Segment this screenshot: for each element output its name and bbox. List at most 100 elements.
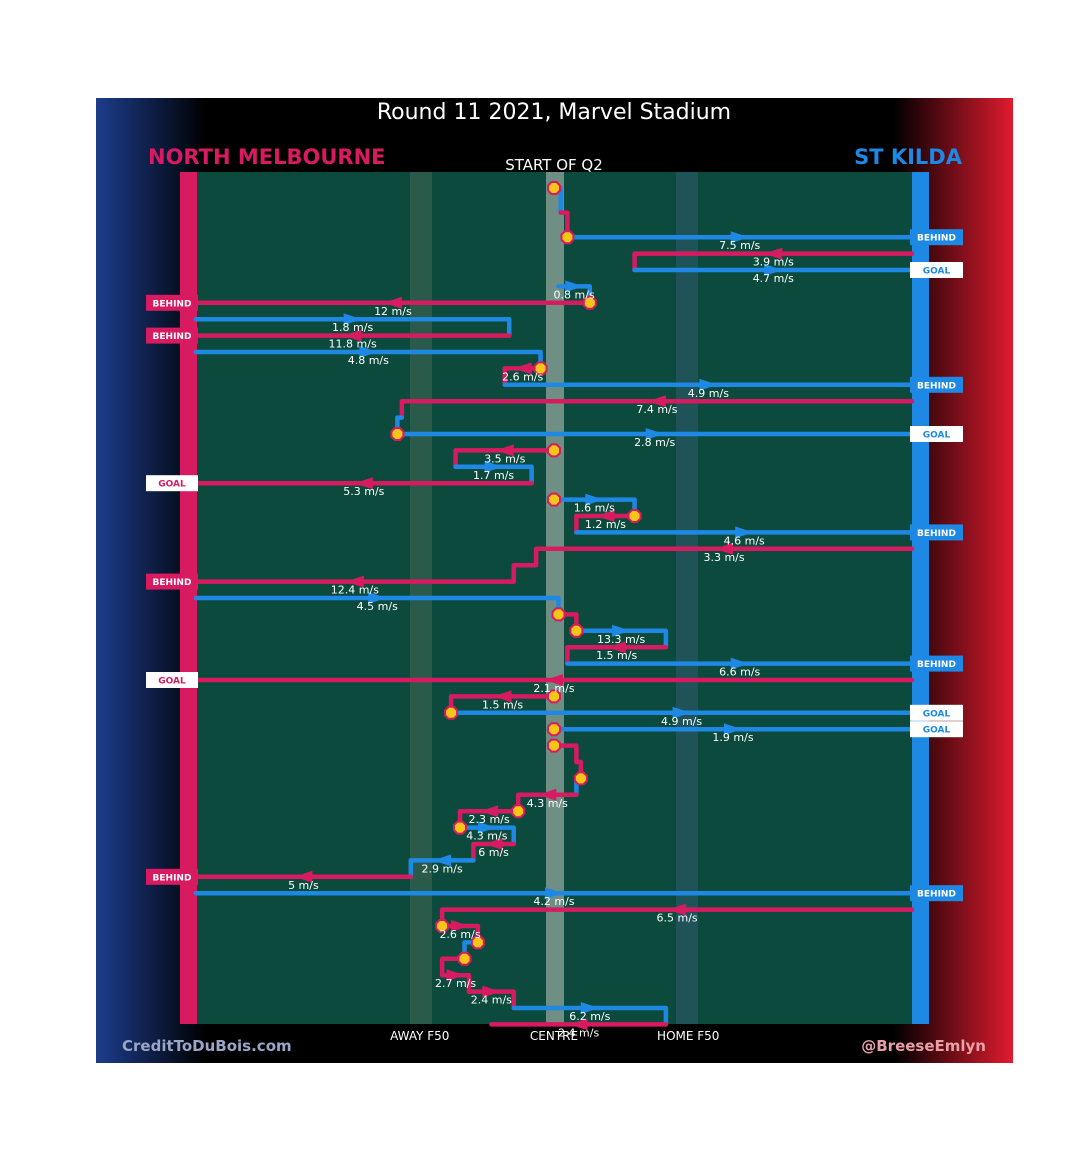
direction-arrow [545, 674, 563, 686]
speed-label: 4.9 m/s [688, 387, 729, 400]
direction-arrow [565, 280, 584, 293]
stoppage-marker [444, 705, 459, 720]
speed-label: 4.2 m/s [533, 895, 574, 908]
possession-path [574, 513, 637, 535]
stoppage-marker [390, 427, 405, 441]
speed-label: 2.6 m/s [502, 370, 543, 383]
speed-label: 7.5 m/s [719, 239, 760, 252]
speed-label: 2.6 m/s [439, 928, 480, 941]
direction-arrow [596, 510, 615, 522]
outcome-badge [910, 376, 963, 393]
x-axis-label: HOME F50 [657, 1029, 719, 1043]
direction-arrow [699, 378, 718, 391]
speed-label: 2.7 m/s [435, 977, 476, 990]
direction-arrow [715, 542, 734, 555]
speed-label: 4.9 m/s [661, 715, 702, 728]
outcome-badge [910, 524, 963, 541]
speed-label: 2.4 m/s [558, 1026, 599, 1039]
chart-subtitle: START OF Q2 [505, 156, 603, 174]
outcome-label: BEHIND [917, 381, 956, 391]
outcome-label: GOAL [923, 431, 951, 441]
direction-arrow [343, 313, 362, 326]
direction-arrow [607, 641, 626, 654]
score-outcomes: BEHIND GOAL BEHIND BEHIND BEHIND GOAL GOAL BEHI… [146, 229, 963, 902]
possession-path [565, 644, 669, 666]
speed-label: 13.3 m/s [597, 633, 645, 646]
stoppage-marker [547, 492, 561, 507]
speed-label: 1.9 m/s [712, 731, 753, 744]
speed-label: 4.8 m/s [348, 354, 389, 367]
outcome-badge [910, 655, 963, 672]
direction-arrow [345, 575, 364, 588]
direction-arrow [451, 920, 470, 932]
speed-label: 1.6 m/s [574, 502, 615, 515]
stoppage-markers [390, 181, 642, 966]
direction-arrow [645, 428, 664, 440]
speed-label: 6.6 m/s [719, 666, 760, 679]
speed-label: 3.5 m/s [484, 452, 525, 465]
possession-path [453, 464, 534, 486]
speed-label: 0.8 m/s [554, 288, 595, 301]
possession-path [511, 1005, 669, 1027]
stoppage-marker [547, 181, 561, 195]
outcome-badge [910, 721, 963, 738]
stoppage-marker [547, 689, 561, 704]
direction-arrow [647, 395, 666, 408]
outcome-badge [910, 229, 963, 246]
speed-label: 1.5 m/s [482, 698, 523, 711]
outcome-label: GOAL [158, 677, 186, 687]
possession-path [511, 546, 915, 584]
speed-label: 7.4 m/s [636, 403, 677, 416]
direction-arrow [730, 657, 749, 670]
possession-path [193, 316, 512, 338]
speed-label: 4.7 m/s [753, 272, 794, 285]
x-axis-labels: AWAY F50 CENTRE HOME F50 [390, 1029, 719, 1043]
direction-arrow [612, 624, 631, 637]
speed-label: 5.3 m/s [343, 485, 384, 498]
stoppage-marker [547, 443, 561, 458]
stoppage-marker [533, 361, 548, 376]
direction-arrow [764, 264, 783, 276]
speed-label: 2.1 m/s [533, 682, 574, 695]
direction-arrow [433, 854, 452, 867]
speed-label: 6.5 m/s [656, 912, 697, 925]
stkilda-team-label: ST KILDA [854, 145, 963, 169]
direction-arrow [484, 838, 503, 850]
direction-arrow [482, 985, 501, 998]
stoppage-marker [435, 919, 450, 933]
possession-path [558, 210, 570, 240]
direction-arrow [446, 969, 465, 982]
speed-label: 1.2 m/s [585, 518, 626, 531]
speed-label: 4.3 m/s [466, 830, 507, 843]
direction-arrow [569, 1018, 588, 1031]
outcome-label: GOAL [923, 267, 951, 277]
speed-label: 2.3 m/s [469, 813, 510, 826]
outcome-badge [146, 672, 198, 688]
outcome-badge [146, 475, 198, 492]
stoppage-marker [551, 607, 566, 622]
stoppage-marker [627, 509, 642, 523]
outcome-badge [910, 426, 963, 442]
direction-arrow [545, 887, 563, 900]
possession-path [574, 628, 669, 650]
speed-label: 12 m/s [374, 305, 412, 318]
outcome-label: BEHIND [917, 660, 956, 670]
x-axis-label: AWAY F50 [390, 1029, 449, 1043]
stoppage-marker [453, 820, 467, 835]
possession-path [439, 956, 472, 994]
direction-arrow [724, 723, 742, 736]
possession-path [551, 743, 579, 765]
stoppage-marker [560, 230, 575, 245]
outcome-label: BEHIND [917, 234, 956, 244]
direction-arrow [359, 346, 378, 358]
direction-arrow [672, 706, 691, 719]
direction-arrow [513, 362, 532, 375]
outcome-badge [910, 885, 963, 902]
speed-label: 2.9 m/s [422, 862, 463, 875]
direction-arrow [354, 477, 373, 490]
stoppage-marker [547, 722, 561, 737]
stoppage-marker [569, 623, 584, 638]
speed-label: 4.5 m/s [357, 600, 398, 613]
possession-path [408, 858, 476, 880]
